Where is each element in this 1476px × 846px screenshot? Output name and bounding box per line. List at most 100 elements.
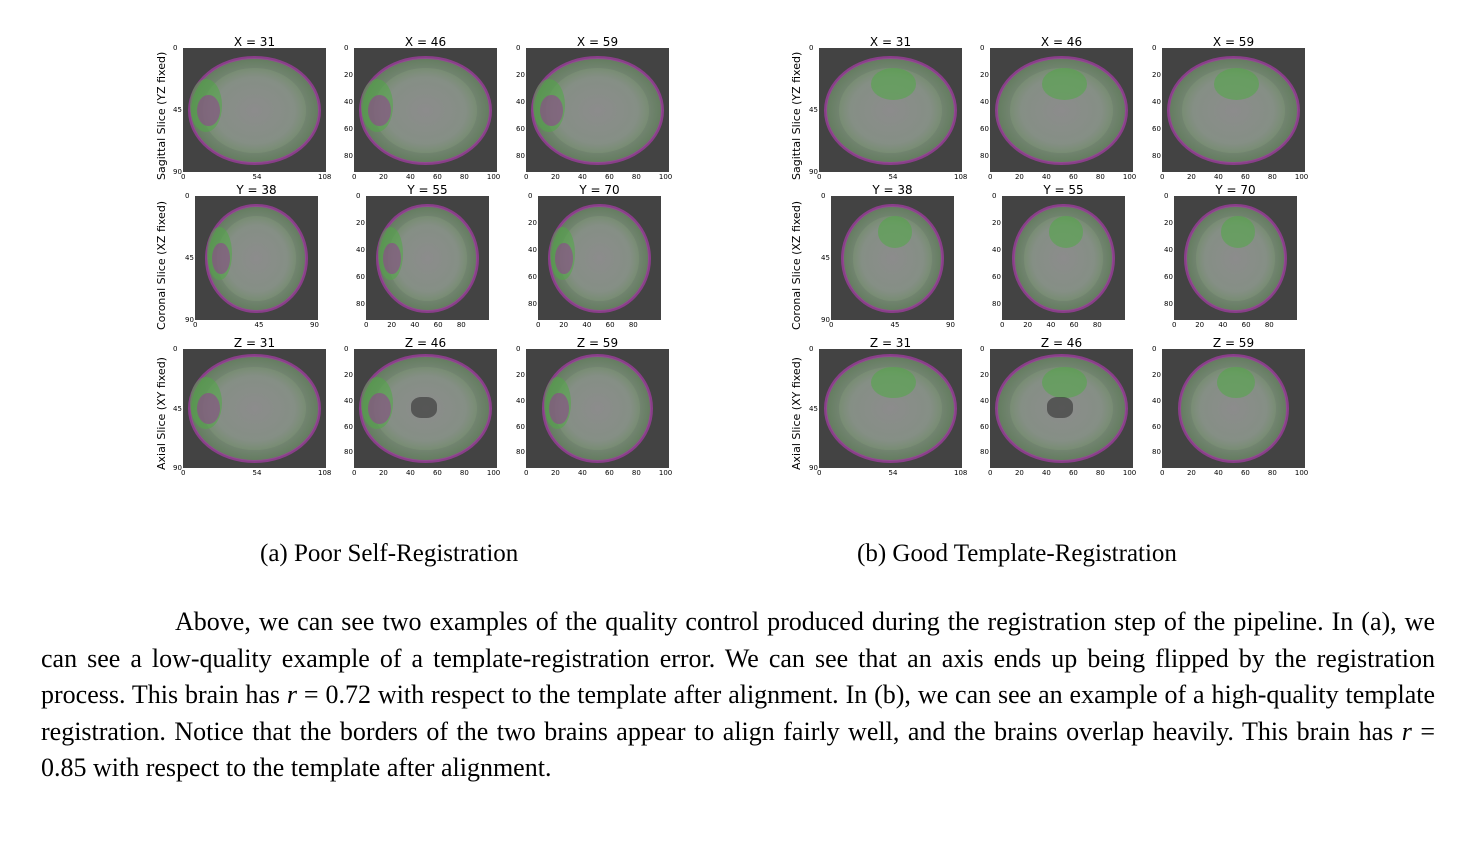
x-tick-label: 60 xyxy=(604,173,614,181)
x-tick-label: 40 xyxy=(1218,321,1228,329)
x-tick-label: 100 xyxy=(1122,173,1137,181)
x-tick-label: 54 xyxy=(888,469,898,477)
aligned-region xyxy=(871,366,917,399)
x-tick-label: 0 xyxy=(988,173,993,181)
y-tick-label: 80 xyxy=(992,299,1001,308)
slice-image xyxy=(1002,196,1125,320)
paragraph-text-3: = 0.85 with respect to the template afte… xyxy=(41,716,1435,783)
slice-title: X = 46 xyxy=(1040,35,1083,49)
x-tick-label: 45 xyxy=(890,321,900,329)
x-tick-label: 80 xyxy=(1267,173,1277,181)
y-tick-label: 0 xyxy=(173,345,178,353)
x-tick-label: 0 xyxy=(181,173,186,181)
slice-title: X = 59 xyxy=(576,35,619,49)
x-tick-label: 80 xyxy=(1095,173,1105,181)
y-tick-label: 40 xyxy=(344,396,353,405)
slice-image xyxy=(1162,349,1305,468)
x-tick-label: 54 xyxy=(252,173,262,181)
slice-title: X = 46 xyxy=(404,35,447,49)
slice-panel-coronal: Y = 70 xyxy=(538,184,661,320)
misaligned-region xyxy=(539,94,563,127)
aligned-region xyxy=(1042,366,1088,399)
x-tick-label: 60 xyxy=(1240,173,1250,181)
x-tick-label: 90 xyxy=(946,321,955,329)
y-tick-label: 90 xyxy=(821,316,830,324)
skull-outline xyxy=(995,354,1128,463)
skull-outline xyxy=(205,203,308,314)
y-tick-label: 90 xyxy=(185,316,194,324)
y-tick-label: 0 xyxy=(344,44,349,52)
x-tick-label: 0 xyxy=(181,469,186,477)
y-tick-label: 80 xyxy=(516,151,525,160)
y-tick-label: 80 xyxy=(344,151,353,160)
y-tick-label: 60 xyxy=(1152,422,1161,431)
y-tick-label: 20 xyxy=(1164,218,1173,227)
x-tick-label: 0 xyxy=(1160,469,1165,477)
x-tick-label: 100 xyxy=(1294,469,1309,477)
x-tick-label: 60 xyxy=(433,321,443,329)
slice-panel-coronal: Y = 38 xyxy=(195,184,318,320)
y-tick-label: 0 xyxy=(528,192,533,200)
x-tick-label: 100 xyxy=(658,173,673,181)
slice-title: Z = 46 xyxy=(1040,336,1083,350)
x-tick-label: 100 xyxy=(658,469,673,477)
y-tick-label: 90 xyxy=(809,464,818,472)
skull-outline xyxy=(1012,203,1115,314)
x-tick-label: 60 xyxy=(1069,321,1079,329)
x-tick-label: 40 xyxy=(1213,469,1223,477)
slice-title: X = 31 xyxy=(869,35,912,49)
x-tick-label: 0 xyxy=(1172,321,1177,329)
slice-panel-axial: Z = 59 xyxy=(1162,337,1305,468)
y-tick-label: 40 xyxy=(516,97,525,106)
slice-image xyxy=(819,48,962,172)
x-tick-label: 0 xyxy=(536,321,541,329)
y-tick-label: 40 xyxy=(1152,97,1161,106)
x-tick-label: 20 xyxy=(550,469,560,477)
skull-outline xyxy=(188,55,321,166)
y-tick-label: 60 xyxy=(344,422,353,431)
slice-panel-axial: Z = 31 xyxy=(819,337,962,468)
slice-image xyxy=(990,349,1133,468)
slice-title: X = 59 xyxy=(1212,35,1255,49)
y-tick-label: 60 xyxy=(356,272,365,281)
x-tick-label: 0 xyxy=(352,469,357,477)
x-tick-label: 40 xyxy=(577,469,587,477)
y-tick-label: 80 xyxy=(980,151,989,160)
slice-panel-sagittal: X = 59 xyxy=(526,36,669,172)
r-symbol-2: r xyxy=(1401,716,1412,746)
slice-panel-coronal: Y = 55 xyxy=(1002,184,1125,320)
aligned-region xyxy=(1220,216,1256,249)
slice-image xyxy=(183,48,326,172)
x-tick-label: 80 xyxy=(456,321,466,329)
y-tick-label: 0 xyxy=(185,192,190,200)
y-tick-label: 0 xyxy=(821,192,826,200)
slice-panel-sagittal: X = 59 xyxy=(1162,36,1305,172)
aligned-region xyxy=(1048,216,1084,249)
slice-panel-sagittal: X = 31 xyxy=(819,36,962,172)
y-tick-label: 20 xyxy=(528,218,537,227)
x-tick-label: 100 xyxy=(486,469,501,477)
x-tick-label: 40 xyxy=(577,173,587,181)
x-tick-label: 80 xyxy=(1095,469,1105,477)
y-tick-label: 20 xyxy=(1152,70,1161,79)
x-tick-label: 80 xyxy=(1264,321,1274,329)
slice-title: Z = 31 xyxy=(233,336,276,350)
x-tick-label: 20 xyxy=(378,173,388,181)
x-tick-label: 100 xyxy=(1122,469,1137,477)
x-tick-label: 80 xyxy=(628,321,638,329)
y-tick-label: 80 xyxy=(528,299,537,308)
slice-panel-coronal: Y = 55 xyxy=(366,184,489,320)
x-tick-label: 0 xyxy=(988,469,993,477)
slice-image xyxy=(183,349,326,468)
x-tick-label: 20 xyxy=(378,469,388,477)
slice-image xyxy=(195,196,318,320)
y-tick-label: 20 xyxy=(992,218,1001,227)
x-tick-label: 40 xyxy=(405,469,415,477)
y-tick-label: 80 xyxy=(980,448,989,457)
x-tick-label: 40 xyxy=(405,173,415,181)
paragraph-text-2: = 0.72 with respect to the template afte… xyxy=(41,680,1435,746)
x-tick-label: 108 xyxy=(318,469,332,477)
skull-outline xyxy=(548,203,651,314)
y-tick-label: 45 xyxy=(821,254,830,262)
y-tick-label: 60 xyxy=(992,272,1001,281)
